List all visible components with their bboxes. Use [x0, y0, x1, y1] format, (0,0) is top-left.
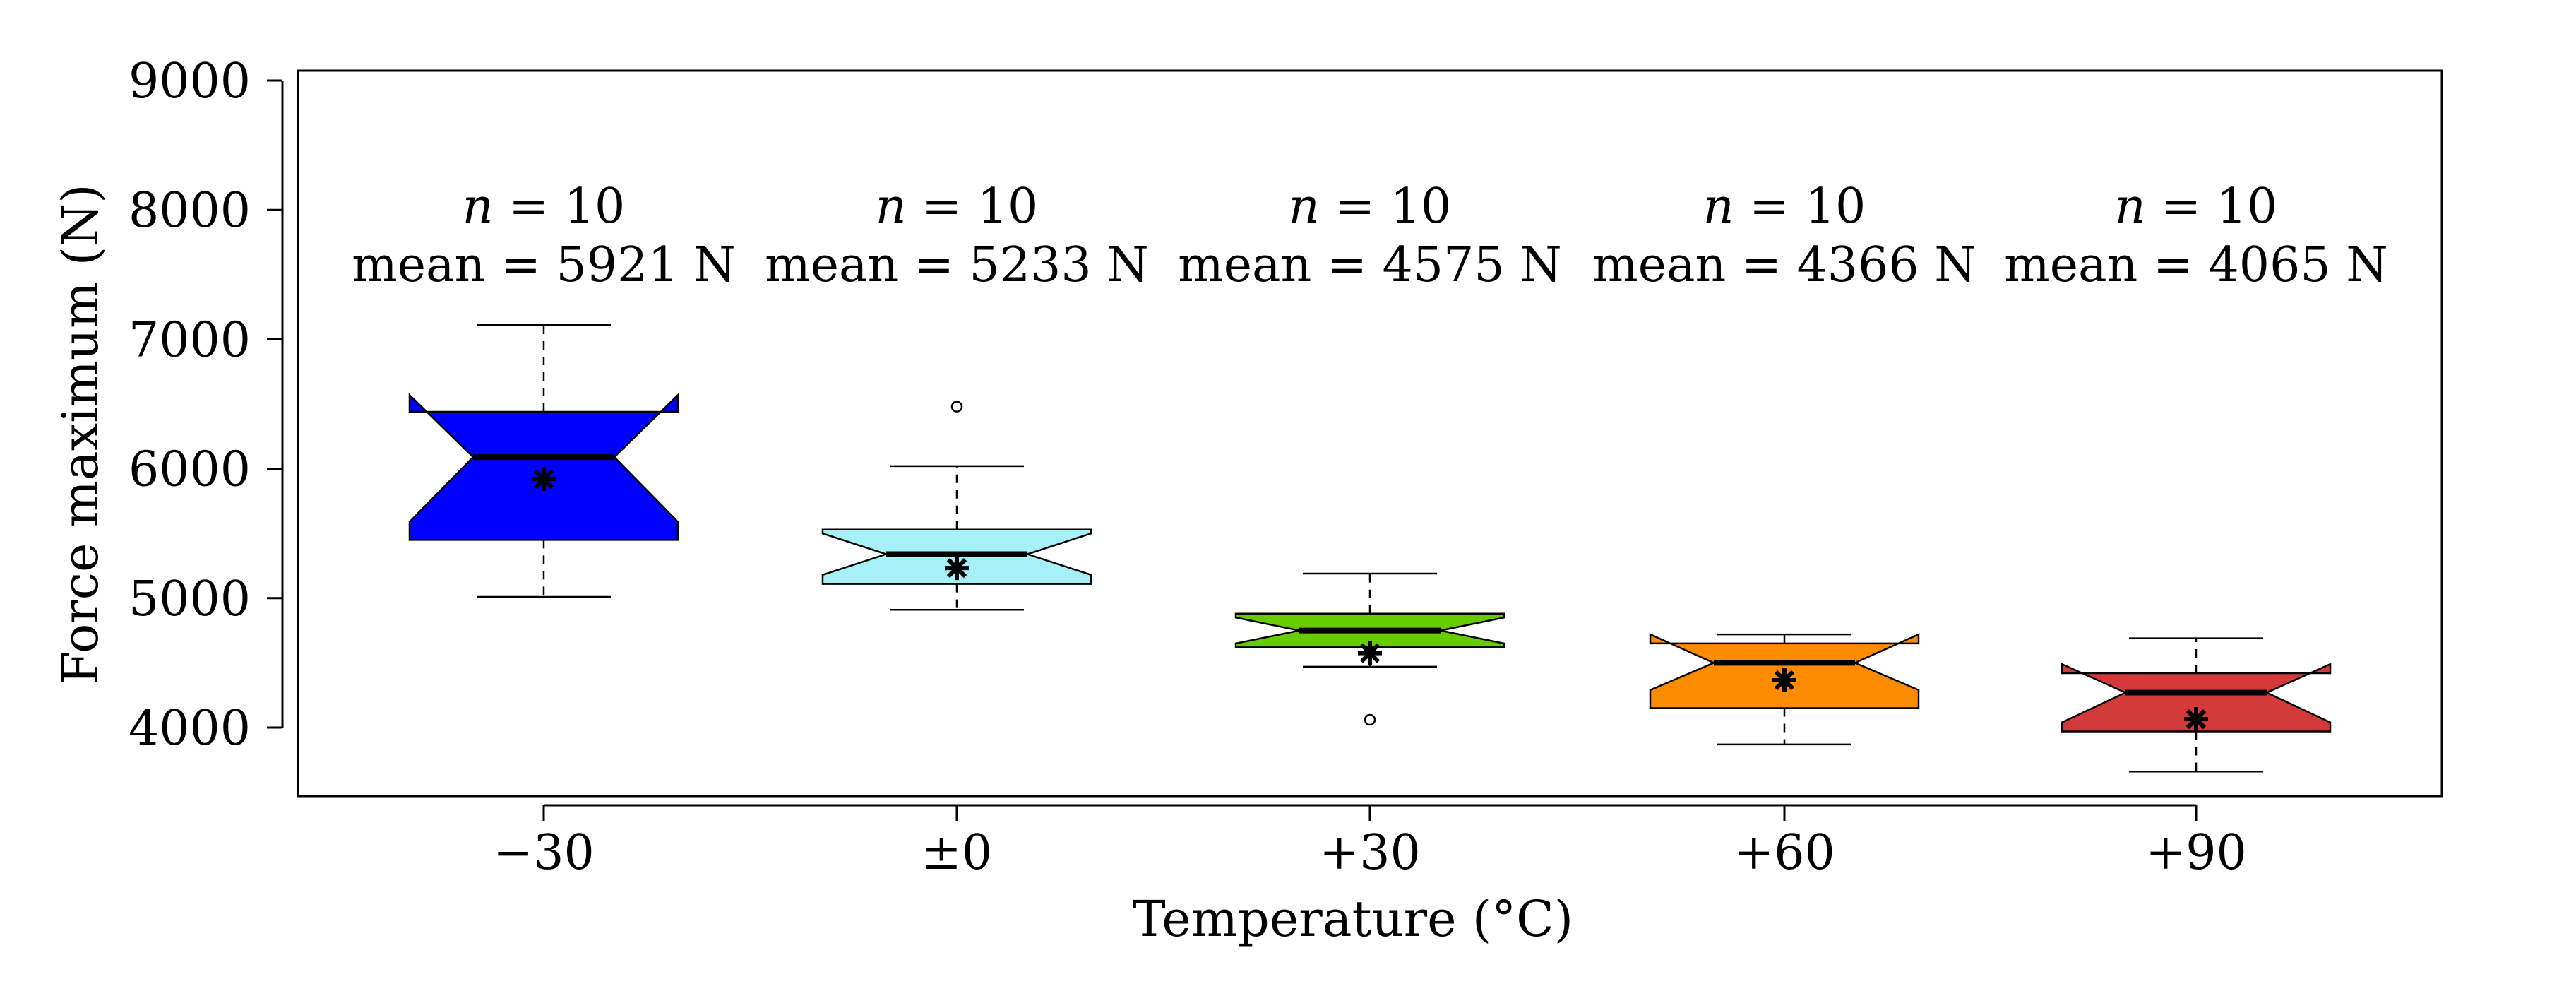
annotation-mean-3: mean = 4366 N	[1592, 237, 1976, 293]
annotation-n-1: n = 10	[876, 179, 1039, 235]
annotation-n-value: = 10	[494, 179, 626, 235]
mean-marker-0	[532, 467, 556, 492]
annotation-n-3: n = 10	[1703, 179, 1866, 235]
annotation-n-value: = 10	[1320, 179, 1452, 235]
x-tick-label-2: +30	[1319, 825, 1421, 881]
x-tick-label-4: +90	[2145, 825, 2247, 881]
outlier-2-0	[1364, 713, 1376, 726]
x-tick-label-3: +60	[1734, 825, 1835, 881]
box-4	[2061, 663, 2332, 733]
annotation-mean-4: mean = 4065 N	[2004, 237, 2387, 293]
y-tick-label-7000: 7000	[129, 312, 251, 368]
annotation-n-symbol: n	[463, 179, 494, 235]
y-tick-label-9000: 9000	[129, 54, 251, 109]
y-tick-label-5000: 5000	[129, 571, 251, 627]
mean-marker-stroke	[2186, 709, 2207, 730]
annotation-n-value: = 10	[2146, 179, 2278, 235]
annotation-n-value: = 10	[907, 179, 1039, 235]
annotation-n-symbol: n	[1289, 179, 1320, 235]
x-tick-label-0: −30	[493, 825, 595, 881]
x-axis-title: Temperature (°C)	[1133, 890, 1573, 948]
annotation-mean-2: mean = 4575 N	[1178, 237, 1561, 293]
plot-layer: 4000 5000 6000 7000 8000 9000 −30 ±0 +30 +60 +90 n …	[129, 54, 2388, 881]
mean-marker-stroke	[533, 468, 554, 490]
mean-marker-4	[2184, 707, 2208, 732]
annotation-n-2: n = 10	[1289, 179, 1452, 235]
mean-marker-2	[1358, 641, 1382, 665]
annotation-n-symbol: n	[1703, 179, 1734, 235]
mean-marker-stroke	[1359, 643, 1381, 663]
annotation-mean-0: mean = 5921 N	[352, 237, 735, 293]
annotation-n-value: = 10	[1734, 179, 1866, 235]
plot-frame	[297, 69, 2443, 798]
annotation-n-symbol: n	[2115, 179, 2146, 235]
mean-marker-stroke	[946, 557, 967, 579]
annotation-n-0: n = 10	[463, 179, 626, 235]
y-tick-label-8000: 8000	[129, 183, 251, 239]
y-axis-title: Force maximum (N)	[52, 184, 109, 684]
mean-marker-3	[1772, 668, 1796, 692]
mean-marker-stroke	[1774, 670, 1795, 691]
annotation-mean-1: mean = 5233 N	[765, 237, 1148, 293]
mean-marker-1	[945, 556, 969, 581]
y-tick-label-4000: 4000	[129, 701, 251, 757]
outlier-1-0	[950, 401, 963, 413]
y-tick-label-6000: 6000	[129, 442, 251, 498]
annotation-n-symbol: n	[876, 179, 907, 235]
annotation-n-4: n = 10	[2115, 179, 2278, 235]
x-tick-label-1: ±0	[922, 825, 992, 881]
